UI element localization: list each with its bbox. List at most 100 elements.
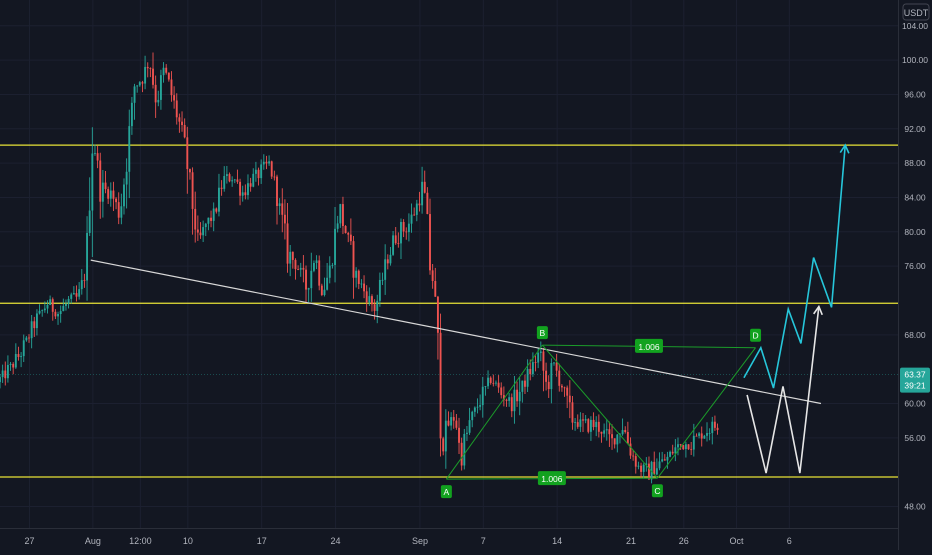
candle-body bbox=[215, 208, 218, 212]
candle-body bbox=[202, 227, 205, 236]
candle-body bbox=[328, 265, 331, 278]
drawings[interactable]: A B C D 1.006 1.006 bbox=[0, 143, 898, 499]
candle-body bbox=[687, 444, 690, 450]
time-tick-label[interactable]: 24 bbox=[331, 536, 341, 546]
candle-body bbox=[72, 293, 75, 295]
currency-label[interactable]: USDT bbox=[904, 8, 929, 18]
candle-body bbox=[67, 298, 70, 304]
candle-body bbox=[518, 391, 521, 402]
projection-arrowhead-white[interactable] bbox=[813, 304, 823, 316]
candle-body bbox=[231, 180, 234, 182]
candle-body bbox=[236, 179, 239, 182]
time-tick-label[interactable]: 10 bbox=[183, 536, 193, 546]
candle-body bbox=[228, 174, 231, 182]
time-tick-label[interactable]: 26 bbox=[679, 536, 689, 546]
price-axis[interactable]: 104.00 100.00 96.00 92.00 88.00 84.00 80.00 76.… bbox=[898, 0, 932, 550]
candle-body bbox=[101, 182, 104, 202]
candle-body bbox=[708, 433, 711, 434]
candle-body bbox=[283, 214, 286, 224]
price-tick-label: 92.00 bbox=[904, 124, 926, 134]
candle-body bbox=[9, 363, 12, 365]
pattern-leg-AB[interactable] bbox=[445, 344, 543, 480]
descending-trendline[interactable] bbox=[90, 259, 822, 405]
candle-body bbox=[531, 362, 534, 375]
grid bbox=[0, 0, 898, 528]
candle-body bbox=[302, 267, 305, 270]
candle-body bbox=[560, 385, 563, 388]
candle-body bbox=[25, 337, 28, 341]
candle-body bbox=[318, 260, 321, 286]
pattern-ratio-label[interactable]: 1.006 bbox=[541, 474, 563, 484]
candle-body bbox=[355, 270, 358, 278]
candle-body bbox=[20, 356, 23, 358]
candle-body bbox=[154, 84, 157, 103]
pattern-point-label[interactable]: D bbox=[752, 331, 758, 341]
candle-body bbox=[484, 386, 487, 388]
projection-path-cyan[interactable] bbox=[743, 145, 847, 389]
pattern-ratio-badge[interactable] bbox=[634, 338, 663, 353]
time-tick-label[interactable]: 12:00 bbox=[129, 536, 152, 546]
projection-path-white[interactable] bbox=[746, 306, 820, 474]
candle-body bbox=[133, 86, 136, 103]
candle-body bbox=[6, 364, 9, 379]
candle-body bbox=[640, 465, 643, 472]
candle-body bbox=[78, 289, 81, 297]
time-tick-label[interactable]: 6 bbox=[787, 536, 792, 546]
candle-body bbox=[611, 434, 613, 439]
candle-body bbox=[436, 296, 439, 333]
candle-body bbox=[289, 251, 292, 264]
projection-arrowhead-cyan[interactable] bbox=[839, 143, 850, 154]
pattern-point-badge[interactable] bbox=[536, 326, 548, 340]
candle-body bbox=[426, 192, 429, 215]
price-tick-label: 88.00 bbox=[904, 158, 926, 168]
time-tick-label[interactable]: 7 bbox=[481, 536, 486, 546]
pattern-point-badge[interactable] bbox=[651, 484, 663, 498]
candle-body bbox=[597, 421, 600, 432]
candle-body bbox=[386, 259, 389, 264]
pattern-leg-BC[interactable] bbox=[542, 344, 658, 479]
candle-body bbox=[99, 160, 102, 202]
candle-body bbox=[452, 417, 455, 421]
candle-body bbox=[59, 311, 62, 314]
candle-body bbox=[439, 332, 442, 439]
time-axis[interactable]: 27 Aug 12:00 10 17 24 Sep 7 14 21 26 Oct 6 bbox=[0, 528, 898, 547]
pattern-leg-CD[interactable] bbox=[657, 347, 756, 479]
time-tick-label[interactable]: Aug bbox=[85, 536, 101, 546]
time-tick-label[interactable]: Oct bbox=[730, 536, 745, 546]
candle-body bbox=[360, 283, 363, 285]
pattern-ratio-badge[interactable] bbox=[537, 471, 566, 486]
time-tick-label[interactable]: 21 bbox=[626, 536, 636, 546]
candle-body bbox=[405, 231, 408, 233]
candle-body bbox=[645, 463, 648, 465]
candle-body bbox=[669, 451, 672, 457]
candle-body bbox=[661, 459, 664, 462]
candle-body bbox=[413, 214, 416, 216]
candle-body bbox=[128, 126, 131, 172]
candle-body bbox=[521, 380, 524, 392]
candle-body bbox=[576, 422, 579, 427]
candle-body bbox=[563, 387, 566, 389]
time-tick-label[interactable]: 27 bbox=[25, 536, 35, 546]
time-tick-label[interactable]: 17 bbox=[257, 536, 267, 546]
pattern-point-label[interactable]: B bbox=[540, 328, 546, 338]
candle-body bbox=[555, 362, 558, 371]
pattern-point-label[interactable]: C bbox=[654, 486, 660, 496]
pattern-point-badge[interactable] bbox=[750, 328, 762, 342]
candle-body bbox=[711, 421, 714, 434]
currency-selector[interactable]: USDT bbox=[902, 3, 930, 21]
time-tick-label[interactable]: 14 bbox=[552, 536, 562, 546]
candle-body bbox=[307, 288, 310, 290]
candle-body bbox=[455, 420, 458, 428]
pattern-point-label[interactable]: A bbox=[444, 487, 450, 497]
candle-body bbox=[91, 153, 94, 211]
pattern-point-badge[interactable] bbox=[440, 485, 452, 499]
candle-body bbox=[210, 217, 212, 221]
time-tick-label[interactable]: Sep bbox=[412, 536, 428, 546]
pattern-ratio-label[interactable]: 1.006 bbox=[638, 342, 660, 352]
candle-body bbox=[194, 208, 197, 230]
candle-body bbox=[368, 296, 371, 303]
candle-body bbox=[431, 270, 434, 282]
candle-body bbox=[698, 433, 701, 436]
